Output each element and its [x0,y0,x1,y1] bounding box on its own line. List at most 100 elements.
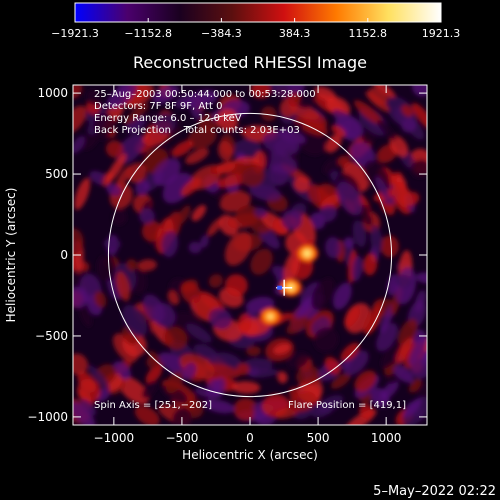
bright-source-peak [303,249,311,258]
info-line-detectors: Detectors: 7F 8F 9F, Att 0 [94,101,222,112]
emission-blob [277,371,288,384]
emission-blob [154,113,176,134]
emission-blob [216,173,247,188]
emission-blob [225,274,248,297]
emission-blob [263,151,298,175]
emission-blob [314,86,337,102]
y-tick-label: −1000 [27,410,68,424]
emission-blob [73,105,87,134]
emission-blob [106,85,137,109]
emission-blob [287,85,305,98]
emission-blob [190,102,202,120]
y-tick-label: 500 [45,167,68,181]
emission-blob [281,209,303,231]
colorbar-tick-label: 1921.3 [422,27,461,40]
plot-timestamp: 5–May–2022 02:22 [373,484,496,499]
emission-blob [88,365,110,391]
emission-blob [73,135,85,154]
emission-blob [199,235,209,248]
y-axis-title: Heliocentric Y (arcsec) [4,188,18,323]
emission-blob [395,337,414,364]
emission-blob [394,274,413,288]
bright-source-peak [267,313,274,320]
emission-blob [380,342,402,369]
emission-blob [262,131,300,156]
x-axis-title: Heliocentric X (arcsec) [182,448,318,462]
emission-blob [330,372,351,389]
emission-blob [351,255,363,282]
spin-axis-marker [276,279,293,296]
emission-blob [139,208,155,224]
emission-blob [370,387,390,408]
emission-blob [122,304,147,337]
y-tick-label: 0 [60,248,68,262]
emission-blob [237,313,252,333]
emission-blob [208,274,223,288]
emission-blob [380,235,399,258]
emission-blob [106,183,121,196]
emission-blob [332,109,364,135]
emission-blob [411,85,427,97]
emission-blob [254,207,268,218]
emission-blob [165,371,184,394]
emission-blob [320,194,340,210]
emission-blob [369,225,383,254]
emission-blob [293,176,310,193]
emission-blob [317,394,344,414]
emission-blob [403,398,422,418]
plot-area: −1000 −500 0 500 1000 1000 500 0 −500 −1000 25–Au… [27,84,428,445]
emission-blob [199,291,226,313]
emission-blob [185,148,209,165]
colorbar-bar [74,2,442,23]
emission-blob [408,335,427,365]
emission-blob [311,277,335,310]
emission-blob [288,91,301,107]
emission-blob [341,359,352,370]
emission-blob [324,356,341,375]
emission-blob [73,401,95,425]
emission-blob [163,326,188,351]
emission-blob [152,85,179,104]
colorbar-tick-label: −384.3 [201,27,242,40]
emission-blob [365,91,390,112]
emission-blob [73,85,83,99]
x-tick-label: 500 [307,431,330,445]
emission-blob [118,376,150,405]
emission-blob [134,405,160,425]
info-block: 25–Aug–2003 00:50:44.000 to 00:53:28.000… [94,89,316,136]
y-tick-label: 1000 [37,86,68,100]
emission-blob [85,89,102,106]
colorbar-tick-label: 384.3 [279,27,311,40]
emission-blob [141,380,158,399]
emission-blob [410,159,427,179]
emission-blob [240,162,265,187]
emission-blob [78,389,92,404]
emission-blob [343,350,369,376]
emission-blob [73,286,88,309]
colorbar-ticks: −1921.3 −1152.8 −384.3 384.3 1152.8 1921.3 [51,18,460,40]
solar-limb-circle [107,112,393,398]
emission-blob [111,209,127,226]
emission-blob [236,362,250,376]
emission-blob [152,302,176,328]
emission-blob [233,398,259,421]
emission-blob [337,155,350,168]
emission-blob [126,258,137,271]
emission-blob [336,181,363,216]
emission-blob [206,378,221,399]
colorbar: −1921.3 −1152.8 −384.3 384.3 1152.8 1921.3 [51,2,460,40]
emission-blob [411,102,427,131]
emission-blob [343,237,355,249]
emission-blob [246,345,262,356]
emission-blob [105,140,124,158]
emission-blob [273,343,291,355]
emission-blob [114,165,132,192]
chart-title: Reconstructed RHESSI Image [133,53,367,72]
info-line-time: 25–Aug–2003 00:50:44.000 to 00:53:28.000 [94,89,316,100]
emission-blob [401,191,420,206]
emission-blob [261,394,290,417]
emission-blob [123,103,149,125]
emission-blob [376,322,398,352]
emission-blob [205,363,241,378]
emission-blob [393,365,414,383]
